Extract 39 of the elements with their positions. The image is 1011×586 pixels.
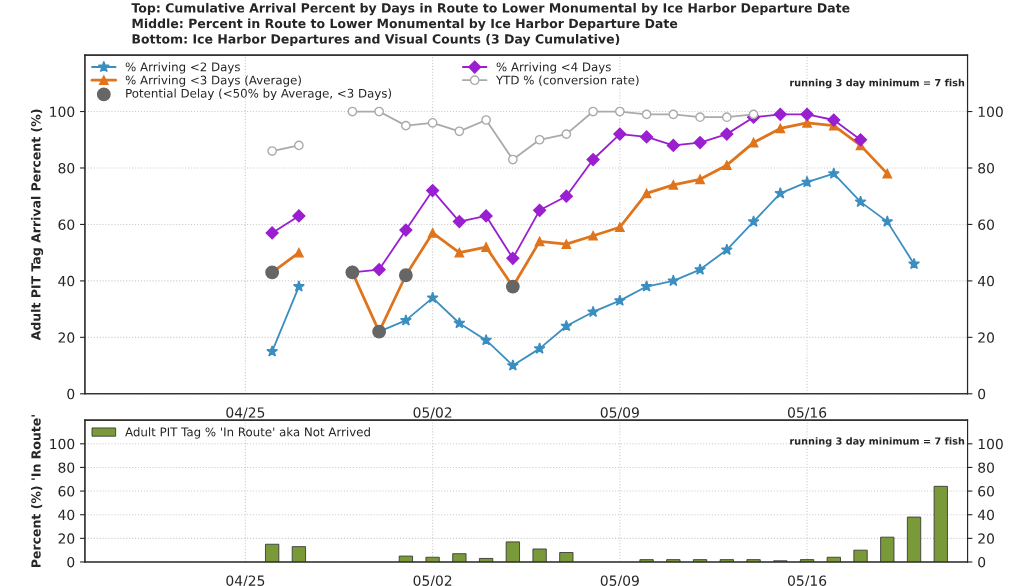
annotation: running 3 day minimum = 7 fish xyxy=(790,437,965,447)
y2-tick-label: 20 xyxy=(978,332,994,343)
legend-label: Potential Delay (<50% by Average, <3 Days) xyxy=(126,88,392,100)
y2-tick-label: 80 xyxy=(978,162,994,174)
y2-tick-label: 0 xyxy=(978,388,986,400)
y-tick-label: 20 xyxy=(58,332,75,343)
y-tick-label: 80 xyxy=(58,162,75,174)
legend-label: YTD % (conversion rate) xyxy=(495,75,639,86)
y-tick-label: 0 xyxy=(67,556,75,568)
annotation: running 3 day minimum = 7 fish xyxy=(790,78,965,89)
legend-label: % Arriving <4 Days xyxy=(496,62,611,74)
y2-tick-label: 40 xyxy=(977,275,994,287)
y2-tick-label: 100 xyxy=(978,438,1003,450)
y-tick-label: 80 xyxy=(58,462,75,473)
y2-tick-label: 0 xyxy=(978,556,986,568)
legend-label: % Arriving <2 Days xyxy=(125,62,240,74)
chart-title: Top: Cumulative Arrival Percent by Days in Route to Lower Monumental by Ice Harbor Departure Date Middle: Percent in Route to Lower Monumental by Ice Harbor Departure Date Bottom: Ice Harbor Departures and Visual Counts (3 Day Cumulative) xyxy=(131,2,850,47)
y2-tick-label: 80 xyxy=(978,462,994,473)
y-tick-label: 60 xyxy=(58,219,75,230)
x-tick-label: 04/25 xyxy=(226,407,265,419)
x-tick-label: 05/02 xyxy=(413,407,452,419)
y2-tick-label: 20 xyxy=(978,533,994,544)
y-tick-label: 40 xyxy=(58,275,75,287)
x-tick-label: 05/16 xyxy=(787,407,827,419)
y-tick-label: 100 xyxy=(50,438,75,450)
legend-label: % Arriving <3 Days (Average) xyxy=(125,75,301,87)
y2-tick-label: 100 xyxy=(978,106,1003,118)
y-tick-label: 40 xyxy=(58,509,75,521)
y-tick-label: 0 xyxy=(67,388,75,400)
y-axis-title: Percent (%) 'In Route' xyxy=(31,415,43,568)
y-tick-label: 20 xyxy=(58,533,75,544)
y-tick-label: 100 xyxy=(50,106,75,118)
y-tick-label: 60 xyxy=(58,486,75,497)
y2-tick-label: 40 xyxy=(977,509,994,521)
y-axis-title: Adult PIT Tag Arrival Percent (%) xyxy=(30,109,44,341)
y2-tick-label: 60 xyxy=(978,486,994,497)
y2-tick-label: 60 xyxy=(978,219,994,230)
legend-label: Adult PIT Tag % 'In Route' aka Not Arrived xyxy=(125,427,370,439)
x-tick-label: 05/09 xyxy=(600,407,639,419)
